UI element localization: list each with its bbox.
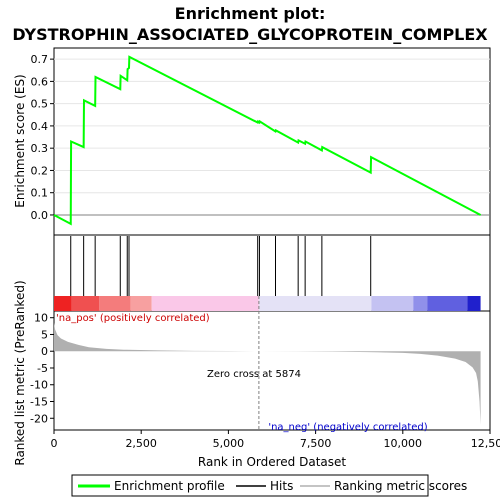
es-ytick-label: 0.1 [31,187,49,200]
colorbar-segment [427,296,467,311]
legend-metric-label: Ranking metric scores [334,479,467,493]
pos-correlated-label: 'na_pos' (positively correlated) [56,313,210,324]
colorbar-segment [152,296,259,311]
x-tick-label: 2,500 [125,437,157,450]
es-ytick-label: 0.2 [31,164,49,177]
es-axis-label: Enrichment score (ES) [13,74,27,207]
x-tick-label: 10,000 [384,437,423,450]
metric-ytick-label: 10 [34,312,48,325]
colorbar-segment [371,296,413,311]
metric-axis-label: Ranked list metric (PreRanked) [13,280,27,465]
metric-ytick-label: 0 [41,345,48,358]
metric-ytick-label: -10 [30,379,48,392]
colorbar-segment [131,296,152,311]
colorbar-segment [54,296,71,311]
colorbar-segment [259,296,372,311]
colorbar-segment [99,296,130,311]
es-ytick-label: 0.0 [31,209,49,222]
metric-ytick-label: 5 [41,328,48,341]
chart-title-line2: DYSTROPHIN_ASSOCIATED_GLYCOPROTEIN_COMPL… [12,25,488,44]
x-tick-label: 5,000 [213,437,245,450]
colorbar-segment [71,296,99,311]
metric-ytick-label: -15 [30,396,48,409]
zero-cross-label: Zero cross at 5874 [207,369,301,380]
legend-hits-label: Hits [270,479,293,493]
es-ytick-label: 0.7 [31,53,49,66]
x-tick-label: 7,500 [300,437,332,450]
x-axis-label: Rank in Ordered Dataset [198,455,346,469]
es-ytick-label: 0.5 [31,98,49,111]
neg-correlated-label: 'na_neg' (negatively correlated) [268,422,427,433]
legend-enrichment-label: Enrichment profile [114,479,225,493]
metric-ytick-label: -5 [37,362,48,375]
chart-title-line1: Enrichment plot: [175,4,326,23]
colorbar-segment [467,296,480,311]
x-tick-label: 0 [51,437,58,450]
x-tick-label: 12,500 [471,437,500,450]
colorbar-segment [413,296,427,311]
es-ytick-label: 0.4 [31,120,49,133]
metric-ytick-label: -20 [30,412,48,425]
es-ytick-label: 0.6 [31,75,49,88]
es-ytick-label: 0.3 [31,142,49,155]
